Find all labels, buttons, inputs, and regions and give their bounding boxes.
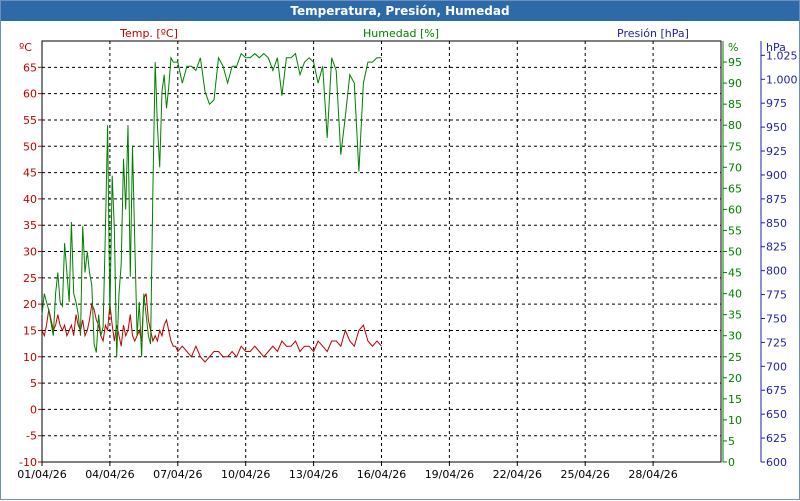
humidity-tick-label: 85	[728, 98, 742, 111]
humidity-tick-label: 5	[728, 435, 735, 448]
pressure-tick-label: 725	[766, 336, 787, 349]
x-tick-label: 10/04/26	[221, 468, 270, 481]
pressure-tick-label: 650	[766, 408, 787, 421]
pressure-tick-label: 1.025	[766, 49, 798, 62]
temp-series-line	[41, 293, 382, 363]
humidity-tick-label: 0	[728, 456, 735, 469]
pressure-tick-label: 850	[766, 217, 787, 230]
temp-tick-label: 50	[23, 140, 37, 153]
temp-tick-label: 35	[23, 219, 37, 232]
humidity-tick-label: 45	[728, 267, 742, 280]
humidity-tick-label: 10	[728, 414, 742, 427]
temp-tick-label: 55	[23, 114, 37, 127]
humidity-tick-label: 95	[728, 56, 742, 69]
window-title: Temperatura, Presión, Humedad	[1, 1, 799, 21]
humidity-tick-label: 50	[728, 246, 742, 259]
pressure-tick-label: 1.000	[766, 73, 798, 86]
pressure-tick-label: 750	[766, 312, 787, 325]
temp-tick-label: 15	[23, 324, 37, 337]
x-tick-label: 13/04/26	[289, 468, 338, 481]
pressure-tick-label: 800	[766, 265, 787, 278]
humidity-series-line	[41, 52, 382, 357]
pressure-tick-label: 875	[766, 193, 787, 206]
pressure-tick-label: 975	[766, 97, 787, 110]
humidity-tick-label: 60	[728, 203, 742, 216]
pressure-tick-label: 625	[766, 432, 787, 445]
humidity-tick-label: 35	[728, 309, 742, 322]
x-tick-label: 16/04/26	[357, 468, 406, 481]
x-tick-label: 22/04/26	[493, 468, 542, 481]
humidity-tick-label: 90	[728, 77, 742, 90]
pressure-tick-label: 825	[766, 241, 787, 254]
humidity-tick-label: 25	[728, 351, 742, 364]
temp-unit-label: ºC	[19, 41, 32, 54]
x-tick-label: 07/04/26	[153, 468, 202, 481]
pressure-tick-label: 600	[766, 456, 787, 469]
humidity-axis-label: Humedad [%]	[363, 27, 439, 40]
pressure-tick-label: 675	[766, 384, 787, 397]
x-tick-label: 04/04/26	[85, 468, 134, 481]
humidity-tick-label: 55	[728, 224, 742, 237]
pressure-axis-label: Presión [hPa]	[617, 27, 689, 40]
x-tick-label: 25/04/26	[560, 468, 609, 481]
temp-tick-label: 60	[23, 88, 37, 101]
humidity-tick-label: 80	[728, 119, 742, 132]
humidity-tick-label: 65	[728, 182, 742, 195]
temp-tick-label: 10	[23, 351, 37, 364]
temp-tick-label: 45	[23, 167, 37, 180]
humidity-tick-label: 30	[728, 330, 742, 343]
pressure-tick-label: 925	[766, 145, 787, 158]
humidity-tick-label: 70	[728, 161, 742, 174]
humidity-unit-label: %	[728, 41, 738, 54]
x-tick-label: 28/04/26	[628, 468, 677, 481]
pressure-tick-label: 950	[766, 121, 787, 134]
temp-tick-label: 20	[23, 298, 37, 311]
humidity-tick-label: 75	[728, 140, 742, 153]
temp-tick-label: -5	[26, 430, 37, 443]
pressure-tick-label: 700	[766, 360, 787, 373]
temp-tick-label: 25	[23, 272, 37, 285]
pressure-tick-label: 900	[766, 169, 787, 182]
humidity-tick-label: 40	[728, 288, 742, 301]
temp-tick-label: 65	[23, 61, 37, 74]
temp-tick-label: 0	[30, 403, 37, 416]
temp-tick-label: -10	[19, 456, 37, 469]
temp-tick-label: 5	[30, 377, 37, 390]
humidity-tick-label: 15	[728, 393, 742, 406]
pressure-tick-label: 775	[766, 289, 787, 302]
humidity-tick-label: 20	[728, 372, 742, 385]
x-tick-label: 19/04/26	[425, 468, 474, 481]
pressure-unit-label: hPa	[766, 41, 786, 54]
temp-tick-label: 40	[23, 193, 37, 206]
x-tick-label: 01/04/26	[17, 468, 66, 481]
temp-tick-label: 30	[23, 246, 37, 259]
temp-axis-label: Temp. [ºC]	[119, 27, 178, 40]
